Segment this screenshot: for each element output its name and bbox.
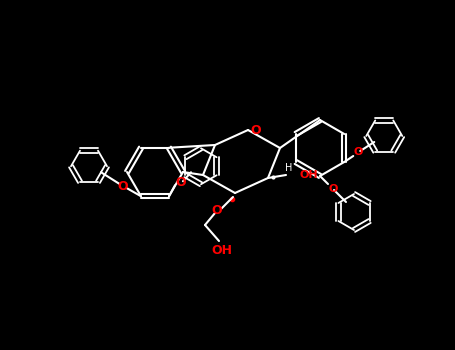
Text: O: O [251, 125, 261, 138]
Text: H: H [285, 163, 293, 173]
Text: O: O [212, 204, 222, 217]
Text: OH: OH [212, 244, 233, 257]
Text: O: O [176, 176, 186, 189]
Text: O: O [354, 147, 363, 157]
Text: O: O [118, 180, 128, 193]
Text: OH: OH [300, 170, 318, 180]
Text: O: O [329, 184, 338, 194]
